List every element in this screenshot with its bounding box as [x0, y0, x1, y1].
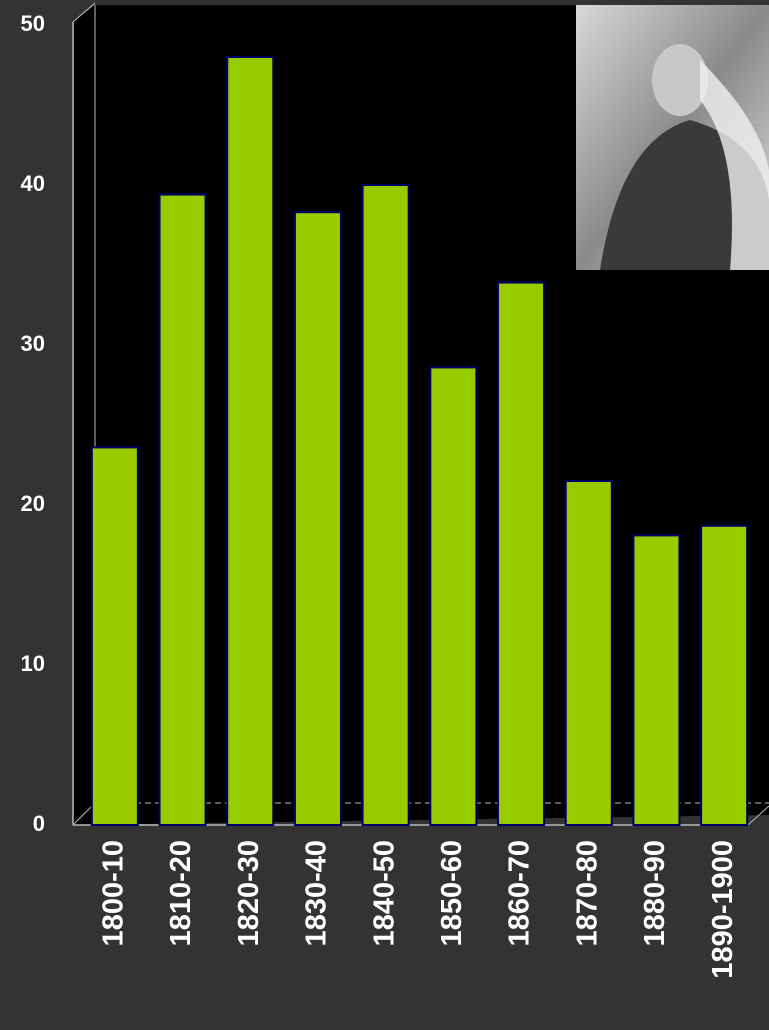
- x-tick-label: 1870-80: [571, 840, 603, 946]
- bar: [361, 184, 410, 826]
- y-tick-label: 40: [21, 171, 45, 196]
- bar: [90, 446, 139, 826]
- y-tick-label: 0: [33, 811, 45, 836]
- x-tick-label: 1800-10: [98, 840, 130, 946]
- x-tick-label: 1850-60: [436, 840, 468, 946]
- bar: [700, 524, 749, 826]
- x-tick-label: 1830-40: [301, 840, 333, 946]
- x-tick-label: 1840-50: [368, 840, 400, 946]
- y-tick-label: 50: [21, 11, 45, 36]
- y-tick-label: 30: [21, 331, 45, 356]
- axis-top-edge: [72, 2, 96, 23]
- x-tick-label: 1820-30: [233, 840, 265, 946]
- bar: [497, 281, 546, 827]
- y-tick-label: 10: [21, 651, 45, 676]
- y-tick-label: 20: [21, 491, 45, 516]
- x-tick-label: 1860-70: [504, 840, 536, 946]
- x-tick-label: 1890-1900: [707, 840, 739, 979]
- bar: [158, 193, 207, 827]
- x-tick-label: 1810-20: [165, 840, 197, 946]
- bar: [293, 211, 342, 826]
- bar: [632, 534, 681, 827]
- bar: [226, 56, 275, 826]
- bar: [564, 480, 613, 826]
- portrait-photo: [576, 5, 769, 270]
- x-tick-label: 1880-90: [639, 840, 671, 946]
- bar: [429, 366, 478, 826]
- floor-right-edge: [747, 805, 769, 826]
